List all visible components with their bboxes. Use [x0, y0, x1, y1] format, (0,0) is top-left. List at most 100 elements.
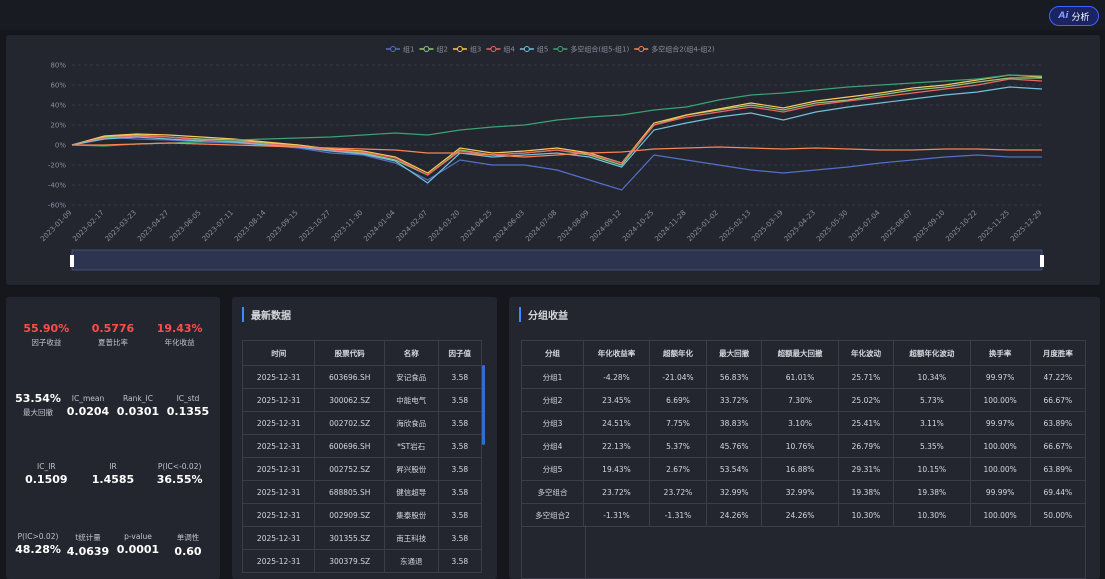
series-line	[71, 78, 1043, 176]
x-tick-label: 2025-05-30	[815, 209, 849, 243]
x-tick-label: 2025-03-19	[750, 209, 784, 243]
x-tick-label: 2025-12-29	[1009, 209, 1043, 243]
x-tick-label: 2025-09-10	[912, 209, 946, 243]
y-tick-label: 40%	[50, 102, 66, 110]
cell: 5.37%	[648, 434, 708, 458]
column-header: 股票代码	[314, 340, 385, 366]
cell: 东通退	[383, 549, 439, 573]
cell: 多空组合	[520, 480, 585, 504]
x-tick-label: 2023-06-05	[168, 209, 202, 243]
groups-table: 分组 年化收益率 超额年化 最大回撤 超额最大回撤 年化波动 超额年化波动 换手率 月度胜率 分组…	[520, 340, 1087, 527]
cell: 50.00%	[1029, 503, 1087, 527]
stat-value: 0.1355	[166, 405, 210, 418]
stat: 单调性 0.60	[161, 530, 215, 558]
cell: 南王科技	[383, 526, 439, 550]
cell: -4.28%	[583, 365, 650, 389]
legend-label: 组3	[470, 45, 481, 54]
cell: 24.26%	[761, 503, 839, 527]
stat-value: 0.1509	[25, 473, 68, 486]
x-tick-label: 2025-08-07	[880, 209, 914, 243]
cell: 24.51%	[583, 411, 650, 435]
legend-dot	[423, 46, 430, 52]
series-line	[71, 136, 1042, 191]
cell: 3.10%	[761, 411, 839, 435]
legend-item[interactable]: 组2	[419, 45, 448, 54]
legend-dot	[523, 46, 530, 52]
stat-value: 0.0001	[116, 543, 160, 556]
stat-value: 4.0639	[66, 545, 110, 558]
x-tick-label: 2023-08-14	[233, 208, 268, 243]
cell: 7.75%	[648, 411, 708, 435]
cell: 分组2	[520, 388, 585, 412]
cell: 3.58	[437, 434, 483, 458]
table-row: 2025-12-31 600696.SH *ST岩石 3.58	[241, 434, 483, 458]
stat: IC_mean 0.0204	[61, 392, 115, 418]
stat: 55.90% 因子收益	[19, 322, 73, 350]
cell: 3.11%	[893, 411, 971, 435]
panel-title: 分组收益	[519, 307, 568, 322]
cell: 300379.SZ	[314, 549, 385, 573]
legend-dot	[456, 46, 463, 52]
cell: -1.31%	[648, 503, 708, 527]
cell: 健信超导	[383, 480, 439, 504]
cell: 分组3	[520, 411, 585, 435]
cell: 2025-12-31	[241, 526, 316, 550]
ai-label: 分析	[1071, 12, 1090, 23]
cell: 25.71%	[837, 365, 895, 389]
legend-item[interactable]: 组1	[386, 45, 414, 54]
table-row: 2025-12-31 300062.SZ 中能电气 3.58	[241, 388, 483, 412]
x-tick-label: 2025-02-13	[718, 209, 752, 243]
table-row: 2025-12-31 002909.SZ 集泰股份 3.58	[241, 503, 483, 527]
stat-label: Rank_IC	[123, 394, 153, 403]
stat: p-value 0.0001	[111, 530, 165, 556]
legend-item[interactable]: 多空组合(组5-组1)	[553, 45, 630, 54]
legend-dot	[490, 46, 497, 52]
x-tick-label: 2025-07-04	[847, 208, 882, 243]
chart-panel: -60% -40% -20% 0% 20% 40% 60% 80% 2023-01-09 2023…	[6, 35, 1100, 285]
cell: 2025-12-31	[241, 434, 316, 458]
stat: P(IC<-0.02) 36.55%	[153, 460, 207, 486]
column-header: 年化波动	[837, 340, 895, 366]
latest-table: 时间 股票代码 名称 因子值 2025-12-31 603696.SH 安记食品 3.58 20…	[241, 340, 483, 573]
ai-analyze-button[interactable]: Ai 分析	[1049, 6, 1099, 26]
table-row: 分组3 24.51% 7.75% 38.83% 3.10% 25.41% 3.11% 99.9…	[520, 411, 1087, 435]
cell: 61.01%	[761, 365, 839, 389]
legend-item[interactable]: 组3	[452, 45, 481, 54]
cell: 53.54%	[706, 457, 763, 481]
x-tick-label: 2024-09-12	[589, 209, 623, 243]
table-row: 多空组合 23.72% 23.72% 32.99% 32.99% 19.38% 19.38%…	[520, 480, 1087, 504]
cell: 66.67%	[1029, 434, 1087, 458]
series-line	[71, 74, 1043, 147]
cell: 99.97%	[969, 365, 1031, 389]
x-tick-label: 2024-07-08	[524, 209, 558, 243]
stat-value: 1.4585	[91, 473, 135, 486]
cell: 25.41%	[837, 411, 895, 435]
cell: 45.76%	[706, 434, 763, 458]
cell: 2025-12-31	[241, 480, 316, 504]
cell: 10.76%	[761, 434, 839, 458]
stat-value: 36.55%	[156, 473, 203, 486]
cell: 3.58	[437, 526, 483, 550]
column-header: 换手率	[969, 340, 1031, 366]
stat-value: 0.60	[174, 545, 202, 558]
y-tick-label: 60%	[50, 82, 66, 90]
stat-label: t统计量	[75, 533, 101, 542]
chart: -60%-40%-20%0%20%40%60%80%2023-01-092023…	[39, 45, 1044, 271]
legend-item[interactable]: 组4	[486, 45, 515, 54]
stat-label: 因子收益	[31, 338, 62, 347]
cell: 603696.SH	[314, 365, 385, 389]
legend-item[interactable]: 多空组合2(组4-组2)	[634, 45, 715, 54]
cell: 600696.SH	[314, 434, 385, 458]
table-row: 分组1 -4.28% -21.04% 56.83% 61.01% 25.71% 10.34%…	[520, 365, 1087, 389]
legend-item[interactable]: 组5	[519, 45, 548, 54]
cell: 10.30%	[893, 503, 971, 527]
legend-label: 多空组合(组5-组1)	[570, 45, 629, 54]
stat: P(IC>0.02) 48.28%	[11, 530, 65, 556]
scrollbar[interactable]	[482, 365, 485, 445]
table-empty-area	[521, 525, 1086, 579]
cell: 2025-12-31	[241, 365, 316, 389]
x-tick-label: 2023-04-27	[136, 209, 170, 243]
stat-value: 0.5776	[91, 322, 135, 335]
stat-label: 单调性	[176, 533, 200, 542]
stat: t统计量 4.0639	[61, 530, 115, 558]
